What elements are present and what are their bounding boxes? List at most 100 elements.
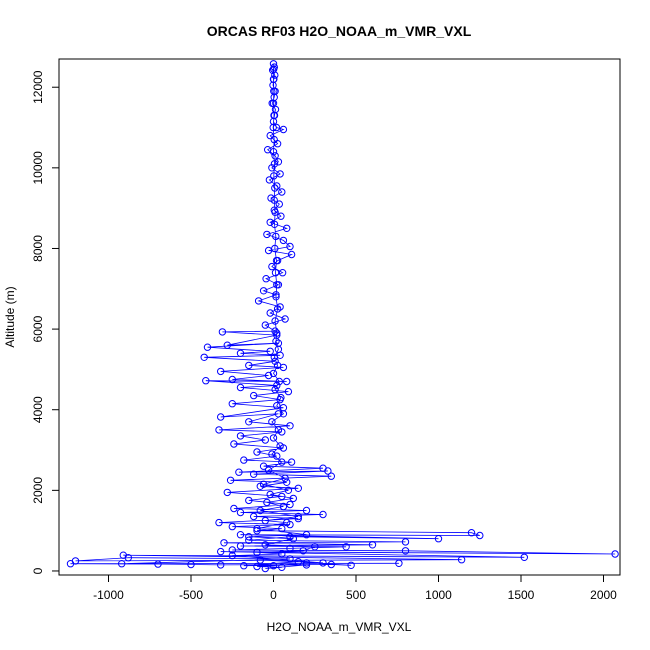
data-point xyxy=(154,560,162,568)
data-point xyxy=(277,393,285,402)
data-point xyxy=(215,518,223,527)
data-point xyxy=(269,148,278,156)
data-point xyxy=(271,327,279,335)
data-point xyxy=(254,297,263,305)
data-point xyxy=(270,65,278,73)
x-axis-label: H2O_NOAA_m_VMR_VXL xyxy=(267,620,412,634)
data-point xyxy=(294,484,302,492)
data-point xyxy=(256,556,264,564)
data-point xyxy=(271,208,279,216)
data-point xyxy=(272,291,280,299)
data-point xyxy=(271,269,280,277)
data-point xyxy=(278,458,286,466)
data-point xyxy=(236,531,245,539)
data-point xyxy=(270,196,278,204)
data-point xyxy=(271,152,279,160)
data-point xyxy=(279,125,288,134)
data-point xyxy=(269,123,277,132)
y-tick-label: 6000 xyxy=(31,315,45,342)
data-point xyxy=(226,476,235,484)
data-point xyxy=(270,87,278,96)
data-point xyxy=(302,561,311,569)
data-point xyxy=(278,550,286,558)
data-point xyxy=(265,176,274,184)
data-point xyxy=(467,529,476,537)
data-point xyxy=(245,533,253,541)
data-point xyxy=(269,434,278,442)
data-point xyxy=(271,385,279,394)
data-point xyxy=(270,220,279,229)
data-point xyxy=(283,377,291,386)
data-point xyxy=(272,337,280,345)
data-point xyxy=(279,502,288,511)
data-point xyxy=(266,490,274,499)
data-point xyxy=(236,542,245,550)
data-point xyxy=(269,99,278,108)
y-axis: 0 2000 4000 6000 8000 10000 12000 xyxy=(31,70,60,574)
data-point xyxy=(266,218,274,227)
data-point xyxy=(279,410,288,418)
data-point xyxy=(476,531,484,540)
y-tick-label: 10000 xyxy=(31,151,45,185)
data-point xyxy=(286,544,294,553)
data-point xyxy=(263,498,271,507)
data-point xyxy=(203,343,212,351)
data-point xyxy=(261,436,269,444)
data-point xyxy=(269,75,278,83)
data-point xyxy=(271,244,279,253)
data-point xyxy=(324,467,332,475)
data-point xyxy=(270,172,278,180)
data-point xyxy=(253,524,261,533)
data-point xyxy=(230,440,238,448)
data-point xyxy=(236,349,245,357)
data-series xyxy=(66,60,619,573)
data-point xyxy=(269,562,278,570)
data-point xyxy=(273,182,281,190)
data-point xyxy=(319,510,327,519)
data-point xyxy=(311,543,319,551)
data-point xyxy=(278,524,286,533)
data-point xyxy=(327,472,335,480)
data-point xyxy=(261,516,269,525)
data-point xyxy=(228,375,237,384)
data-point xyxy=(294,558,302,566)
x-tick-label: 1500 xyxy=(508,588,535,602)
x-tick-label: 500 xyxy=(346,588,366,602)
data-point xyxy=(276,303,284,311)
data-point xyxy=(272,293,280,301)
data-point xyxy=(266,309,274,317)
data-point xyxy=(270,160,279,168)
data-point xyxy=(217,547,225,556)
data-point xyxy=(286,242,294,251)
data-point xyxy=(228,522,237,531)
data-point xyxy=(264,466,273,474)
data-point xyxy=(245,361,253,370)
data-point xyxy=(279,236,288,245)
plot-frame xyxy=(58,58,621,576)
data-point xyxy=(281,315,289,323)
y-tick-label: 2000 xyxy=(31,477,45,504)
data-point xyxy=(457,556,466,564)
data-point xyxy=(263,230,271,239)
data-point xyxy=(275,200,283,208)
data-point xyxy=(261,321,269,329)
data-point xyxy=(270,135,278,144)
data-point xyxy=(434,535,443,543)
data-point xyxy=(283,518,291,527)
data-point xyxy=(245,536,253,544)
data-point xyxy=(287,250,296,259)
data-point xyxy=(281,474,289,482)
data-point xyxy=(217,367,225,376)
data-point xyxy=(269,369,278,378)
data-point xyxy=(520,553,528,561)
data-point xyxy=(256,506,264,515)
x-axis: -1000 -500 0 500 1000 1500 2000 xyxy=(93,574,617,602)
data-point xyxy=(268,164,276,172)
data-point xyxy=(250,512,258,521)
data-point xyxy=(259,480,268,488)
data-point xyxy=(264,371,273,380)
data-point xyxy=(273,452,281,460)
data-point xyxy=(284,486,293,494)
data-point xyxy=(368,541,377,549)
data-point xyxy=(302,531,311,539)
